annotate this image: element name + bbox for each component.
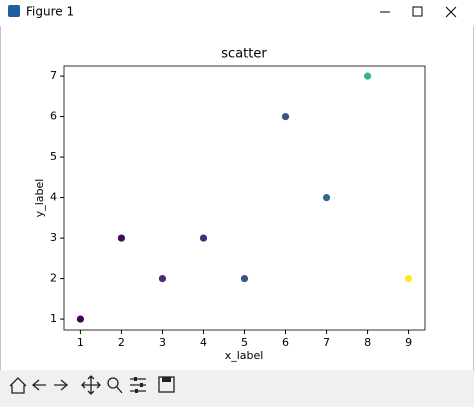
y-tick-label: 5 — [50, 150, 57, 163]
scatter-point — [363, 72, 372, 80]
pan-button[interactable] — [81, 375, 101, 395]
configure-button[interactable] — [130, 377, 146, 393]
y-axis-label: y_label — [33, 179, 46, 218]
x-tick-label: 2 — [118, 336, 125, 349]
scatter-point — [117, 234, 126, 242]
home-button[interactable] — [8, 375, 28, 395]
y-tick-label: 3 — [50, 231, 57, 244]
scatter-point — [199, 234, 208, 242]
scatter-point — [404, 274, 413, 283]
back-button[interactable] — [31, 379, 46, 391]
scatter-point — [158, 274, 167, 283]
y-tick-label: 2 — [50, 272, 57, 285]
scatter-point — [322, 193, 331, 202]
save-button[interactable] — [158, 376, 175, 393]
scatter-point — [281, 113, 290, 121]
app-icon — [8, 5, 20, 17]
x-tick-label: 6 — [282, 336, 289, 349]
forward-button[interactable] — [54, 379, 69, 391]
zoom-button[interactable] — [107, 377, 123, 394]
maximize-button[interactable] — [412, 6, 423, 17]
x-tick-label: 4 — [200, 336, 207, 349]
x-tick-label: 9 — [405, 336, 412, 349]
title-bar — [0, 0, 474, 26]
x-tick-label: 1 — [77, 336, 84, 349]
y-tick-label: 7 — [50, 69, 57, 82]
x-tick-label: 5 — [241, 336, 248, 349]
y-tick-label: 4 — [50, 191, 57, 204]
y-tick-label: 1 — [50, 312, 57, 325]
x-axis-label: x_label — [225, 349, 264, 362]
scatter-point — [76, 315, 85, 323]
x-tick-label: 7 — [323, 336, 330, 349]
x-tick-label: 8 — [364, 336, 371, 349]
x-tick-label: 3 — [159, 336, 166, 349]
y-tick-label: 6 — [50, 110, 57, 123]
scatter-point — [240, 274, 249, 283]
toolbar — [0, 370, 474, 407]
chart-title: scatter — [221, 47, 267, 62]
window-title: Figure 1 — [26, 5, 74, 19]
close-button[interactable] — [445, 6, 457, 18]
